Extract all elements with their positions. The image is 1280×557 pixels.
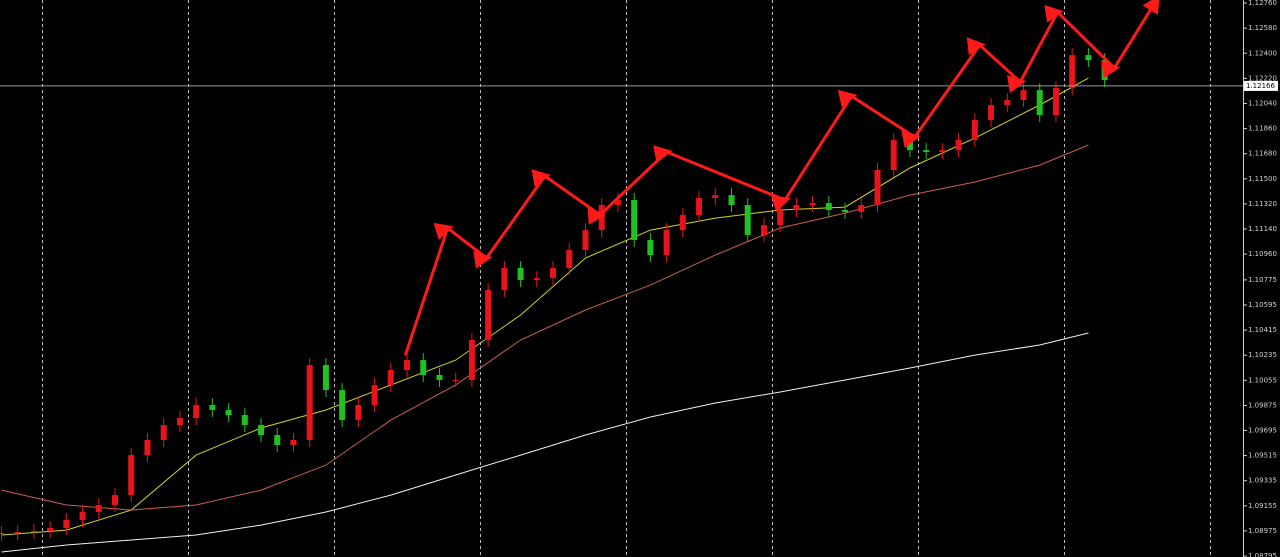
y-tick-label: 1.10775 xyxy=(1248,276,1277,284)
y-tick-label: 1.11140 xyxy=(1248,225,1277,233)
y-tick-label: 1.09155 xyxy=(1248,502,1277,510)
y-tick-label: 1.10055 xyxy=(1248,376,1277,384)
y-tick-label: 1.10415 xyxy=(1248,326,1277,334)
candle-body xyxy=(906,140,913,151)
current-price-label: 1.12166 xyxy=(1246,82,1275,90)
candle-body xyxy=(1020,90,1027,100)
candle-body xyxy=(1069,55,1076,88)
y-tick-label: 1.12040 xyxy=(1248,99,1277,107)
candle-body xyxy=(404,360,411,370)
y-tick-label: 1.09335 xyxy=(1248,477,1277,485)
candle-body xyxy=(858,205,865,212)
candle-body xyxy=(128,455,135,496)
candle-body xyxy=(225,410,232,416)
y-tick-label: 1.10960 xyxy=(1248,250,1277,258)
candle-body xyxy=(744,205,751,235)
candle-body xyxy=(598,205,605,231)
candle-body xyxy=(95,504,102,512)
candle-body xyxy=(355,404,362,421)
y-tick-label: 1.08795 xyxy=(1248,552,1277,557)
y-tick-label: 1.09875 xyxy=(1248,401,1277,409)
y-tick-label: 1.10235 xyxy=(1248,351,1277,359)
candle-body xyxy=(955,140,962,151)
candle-body xyxy=(0,533,5,535)
candle-body xyxy=(144,439,151,456)
candle-body xyxy=(1036,90,1043,116)
candle-body xyxy=(176,418,183,426)
candle-body xyxy=(647,240,654,256)
candle-body xyxy=(160,425,167,440)
y-tick-label: 1.08975 xyxy=(1248,527,1277,535)
y-tick-label: 1.12580 xyxy=(1248,24,1277,32)
candle-body xyxy=(209,404,216,411)
candle-body xyxy=(679,215,686,231)
candle-body xyxy=(939,150,946,153)
candle-body xyxy=(241,415,248,426)
y-tick-label: 1.09695 xyxy=(1248,427,1277,435)
candle-body xyxy=(193,404,200,419)
candle-body xyxy=(842,210,849,212)
moving-average xyxy=(1,332,1089,553)
zigzag-arrow xyxy=(403,0,1160,356)
candle-body xyxy=(793,205,800,211)
candle-body xyxy=(79,511,86,521)
candle-body xyxy=(631,199,638,241)
candle-body xyxy=(387,369,394,386)
candle-body xyxy=(696,198,703,216)
candle-body xyxy=(923,150,930,153)
y-tick-label: 1.11320 xyxy=(1248,200,1277,208)
candle-body xyxy=(890,140,897,171)
y-tick-label: 1.09515 xyxy=(1248,452,1277,460)
candle-body xyxy=(436,375,443,381)
candle-body xyxy=(1085,55,1092,61)
candle-body xyxy=(777,210,784,226)
candle-body xyxy=(1101,60,1108,81)
candle-body xyxy=(30,531,37,533)
y-tick-label: 1.11680 xyxy=(1248,150,1277,158)
candle-body xyxy=(485,290,492,341)
candle-body xyxy=(728,195,735,206)
candle-body xyxy=(1052,87,1059,116)
candle-body xyxy=(566,250,573,269)
candle-body xyxy=(582,230,589,251)
candle-body xyxy=(112,495,119,505)
candle-body xyxy=(339,390,346,421)
candle-body xyxy=(63,520,70,528)
candle-body xyxy=(452,380,459,382)
y-tick-label: 1.11500 xyxy=(1248,175,1277,183)
y-tick-label: 1.12400 xyxy=(1248,49,1277,57)
candle-body xyxy=(501,268,508,291)
y-tick-label: 1.12760 xyxy=(1248,0,1277,7)
candle-body xyxy=(809,203,816,206)
candle-body xyxy=(306,365,313,440)
candle-body xyxy=(371,385,378,405)
current-price-box xyxy=(1244,80,1278,91)
candle-body xyxy=(825,203,832,211)
candle-body xyxy=(533,278,540,281)
candle-body xyxy=(420,360,427,376)
candle-body xyxy=(258,425,265,435)
y-tick-label: 1.10595 xyxy=(1248,301,1277,309)
candle-body xyxy=(322,365,329,391)
candle-body xyxy=(550,268,557,279)
candle-body xyxy=(468,340,475,381)
candle-body xyxy=(971,120,978,141)
candle-body xyxy=(274,434,281,446)
candle-body xyxy=(988,105,995,121)
candle-body xyxy=(874,170,881,206)
y-tick-label: 1.12220 xyxy=(1248,74,1277,82)
candle-body xyxy=(760,225,767,235)
candle-body xyxy=(1004,99,1011,106)
candle-body xyxy=(663,230,670,256)
candle-body xyxy=(712,195,719,199)
y-tick-label: 1.11860 xyxy=(1248,125,1277,133)
candle-body xyxy=(290,439,297,446)
candle-body xyxy=(14,532,21,534)
candle-body xyxy=(517,268,524,281)
candle-body xyxy=(47,527,54,532)
